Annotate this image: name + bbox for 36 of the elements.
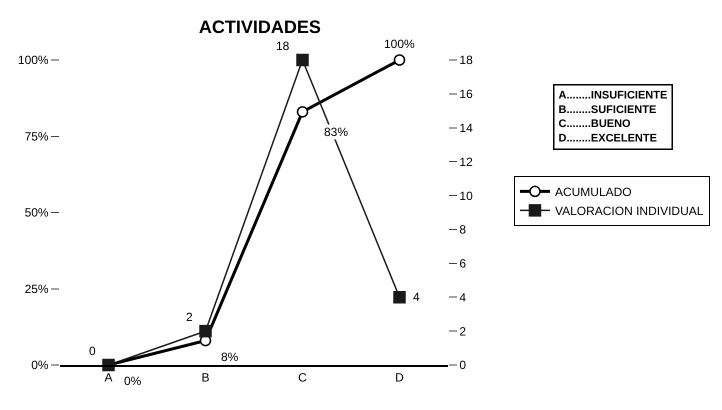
y2-tick-label: 12 (459, 154, 474, 169)
point (393, 290, 406, 304)
y2-tick-label: 10 (459, 188, 474, 203)
data-label: 18 (276, 39, 290, 53)
text: A........INSUFICIENTE B........SUFICIENTE C........BUENO D........EXCELENTE (558, 90, 668, 144)
legend-label: VALORACION INDIVIDUAL (554, 204, 704, 218)
point (394, 54, 406, 66)
x-tick-label: C (298, 370, 308, 384)
data-label: 0 (89, 344, 96, 358)
data-label: 2 (186, 310, 193, 324)
chart-title: ACTIVIDADES (198, 17, 321, 38)
data-label: 4 (413, 290, 420, 304)
data-label: 83% (324, 125, 348, 139)
y2-tick-label: 2 (459, 324, 466, 338)
y-tick-label: 100% (18, 53, 49, 68)
x-tick-label: B (201, 370, 210, 384)
data-label: 8% (221, 350, 239, 364)
y-tick-label: 25% (24, 282, 49, 296)
y2-tick-label: 14 (459, 120, 474, 135)
y2-tick-label: 16 (459, 87, 474, 102)
point (296, 54, 309, 66)
data-label: 100% (384, 37, 416, 51)
y2-tick-label: 4 (459, 290, 466, 304)
data-label: 0% (124, 374, 142, 388)
y-tick-label: 0% (31, 358, 49, 372)
y2-tick-label: 18 (459, 53, 474, 68)
y2-tick-label: 8 (459, 222, 466, 237)
y-tick-label: 50% (24, 206, 49, 220)
x-tick-label: D (395, 370, 404, 384)
y-tick-label: 75% (24, 129, 49, 144)
point (199, 324, 212, 338)
y2-tick-label: 0 (459, 358, 466, 372)
point (296, 106, 308, 118)
y2-tick-label: 6 (459, 256, 466, 271)
legend-label: ACUMULADO (554, 185, 632, 200)
x-tick-label: A (104, 370, 113, 384)
